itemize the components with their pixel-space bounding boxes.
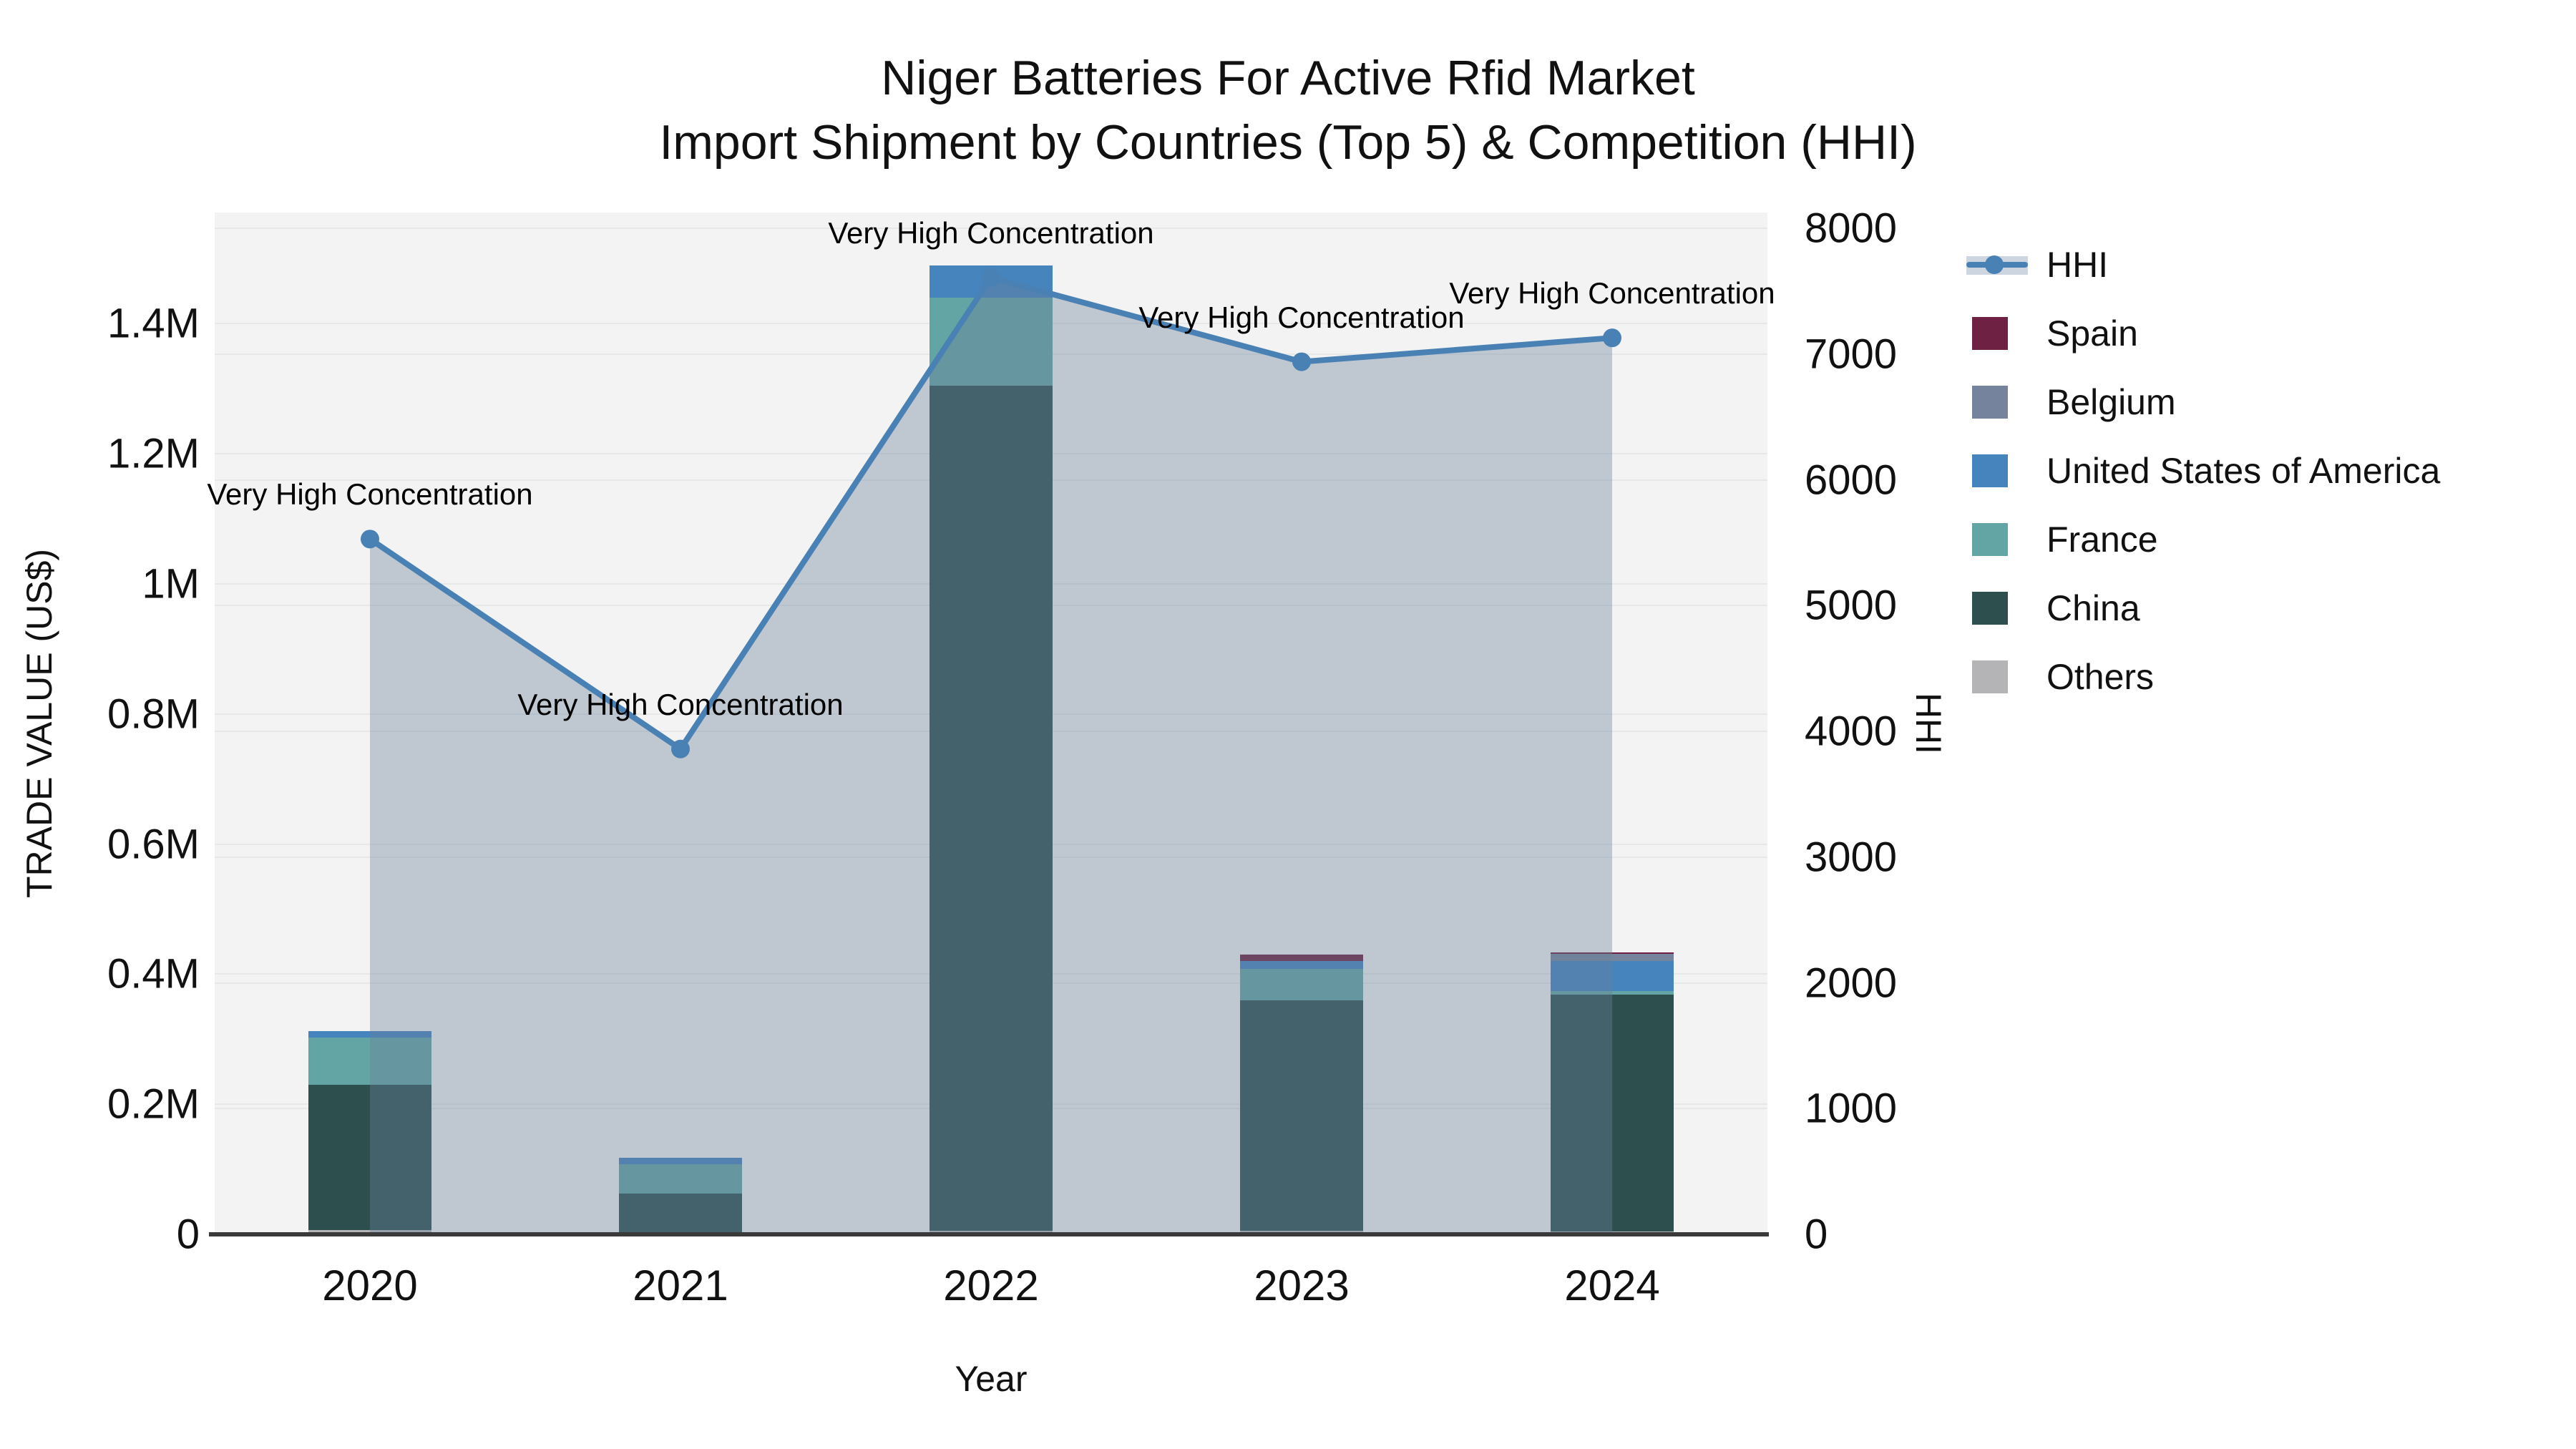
left-tick-0.6M: 0.6M [107,821,200,868]
chart-title-line2: Import Shipment by Countries (Top 5) & C… [659,115,1917,170]
x-axis-ticks: 2020 2021 2022 2023 2024 [215,1261,1767,1318]
hhi-marker-2020 [361,530,379,549]
right-tick-5000: 5000 [1805,582,1898,629]
annotation-2024: Very High Concentration [1449,276,1775,311]
annotation-2021: Very High Concentration [517,687,844,721]
bar-segment-2022-china [930,385,1053,1231]
legend-item-united-states-of-america: United States of America [1966,436,2440,505]
legend-line-swatch [1966,250,2028,279]
legend-color-swatch [1966,317,2028,350]
swatch-united-states-of-america [1972,454,2008,487]
right-axis-ticks: 0 1000 2000 3000 4000 5000 6000 7000 8000 [1805,205,2019,1258]
left-tick-0: 0 [176,1211,200,1258]
bar-segment-2021-france [619,1163,742,1194]
right-tick-3000: 3000 [1805,834,1898,881]
swatch-spain [1972,317,2008,350]
swatch-france [1972,523,2008,556]
hhi-marker-2024 [1603,328,1621,348]
hhi-dot-icon [1985,255,2004,274]
legend-label: HHI [2046,245,2109,285]
right-tick-4000: 4000 [1805,708,1898,755]
hhi-line-icon [1966,250,2028,279]
chart-title: Niger Batteries For Active Rfid Market I… [0,46,2576,175]
legend-color-swatch [1966,523,2028,556]
right-tick-8000: 8000 [1805,205,1898,252]
annotation-2023: Very High Concentration [1138,300,1465,334]
bar-segment-2024-france [1551,991,1674,995]
right-axis-title: HHI [1908,692,1948,755]
x-tick-2021: 2021 [633,1262,728,1309]
bar-segment-2021-china [619,1193,742,1233]
annotation-2022: Very High Concentration [828,215,1154,250]
bar-segment-2023-united-states-of-america [1240,961,1363,970]
bar-segment-2024-china [1551,995,1674,1232]
legend-label: China [2046,588,2140,628]
swatch-belgium [1972,386,2008,419]
bar-segment-2023-china [1240,1000,1363,1231]
bar-segment-2020-united-states-of-america [308,1031,431,1038]
legend-item-france: France [1966,505,2440,574]
left-tick-1M: 1M [142,560,200,608]
bar-segment-2020-others [308,1229,431,1234]
bar-segment-2024-united-states-of-america [1551,961,1674,992]
legend-label: Belgium [2046,382,2176,422]
legend-item-china: China [1966,574,2440,643]
legend-color-swatch [1966,454,2028,487]
annotation-2020: Very High Concentration [207,477,533,512]
left-tick-1.2M: 1.2M [107,430,200,477]
bar-segment-2023-france [1240,969,1363,1000]
legend-item-others: Others [1966,643,2440,711]
legend-item-spain: Spain [1966,299,2440,368]
x-axis-spine [209,1232,1769,1236]
swatch-others [1972,660,2008,693]
left-tick-1.4M: 1.4M [107,300,200,347]
chart-title-line1: Niger Batteries For Active Rfid Market [881,51,1695,105]
hhi-marker-2022 [982,268,1000,287]
left-axis-ticks: 0 0.2M 0.4M 0.6M 0.8M 1M 1.2M 1.4M [0,213,204,1258]
legend: HHI Spain Belgium United States of America F… [1966,230,2440,711]
legend-label: Others [2046,657,2155,697]
hhi-series-layer [361,268,1621,1234]
x-tick-2020: 2020 [322,1262,418,1309]
bar-segment-2020-china [308,1084,431,1230]
left-axis-title: TRADE VALUE (US$) [19,548,59,899]
x-tick-2023: 2023 [1254,1262,1350,1309]
plot-area: Very High Concentration Very High Concent… [207,213,1775,1236]
legend-color-swatch [1966,592,2028,625]
legend-label: France [2046,519,2158,560]
hhi-marker-2023 [1292,352,1311,371]
right-tick-0: 0 [1805,1211,1828,1258]
right-tick-2000: 2000 [1805,960,1898,1007]
swatch-china [1972,592,2008,625]
left-tick-0.4M: 0.4M [107,950,200,997]
gridline-right [215,228,1767,230]
legend-label: Spain [2046,313,2138,353]
legend-color-swatch [1966,386,2028,419]
right-tick-7000: 7000 [1805,331,1898,378]
bar-segment-2020-france [308,1038,431,1085]
hhi-marker-2021 [671,739,690,758]
left-tick-0.2M: 0.2M [107,1080,200,1128]
bar-segment-2024-spain [1551,952,1674,955]
x-tick-2024: 2024 [1564,1262,1660,1309]
bar-segment-2023-spain [1240,955,1363,962]
x-tick-2022: 2022 [943,1262,1039,1309]
left-tick-0.8M: 0.8M [107,691,200,738]
legend-item-hhi: HHI [1966,230,2440,299]
bar-segment-2024-belgium [1551,954,1674,962]
hhi-area-fill [370,277,1612,1234]
right-tick-6000: 6000 [1805,457,1898,504]
bar-segment-2021-united-states-of-america [619,1157,742,1164]
legend-item-belgium: Belgium [1966,368,2440,436]
x-axis-title: Year [955,1359,1028,1399]
legend-label: United States of America [2046,451,2441,491]
legend-color-swatch [1966,660,2028,693]
right-tick-1000: 1000 [1805,1085,1898,1132]
